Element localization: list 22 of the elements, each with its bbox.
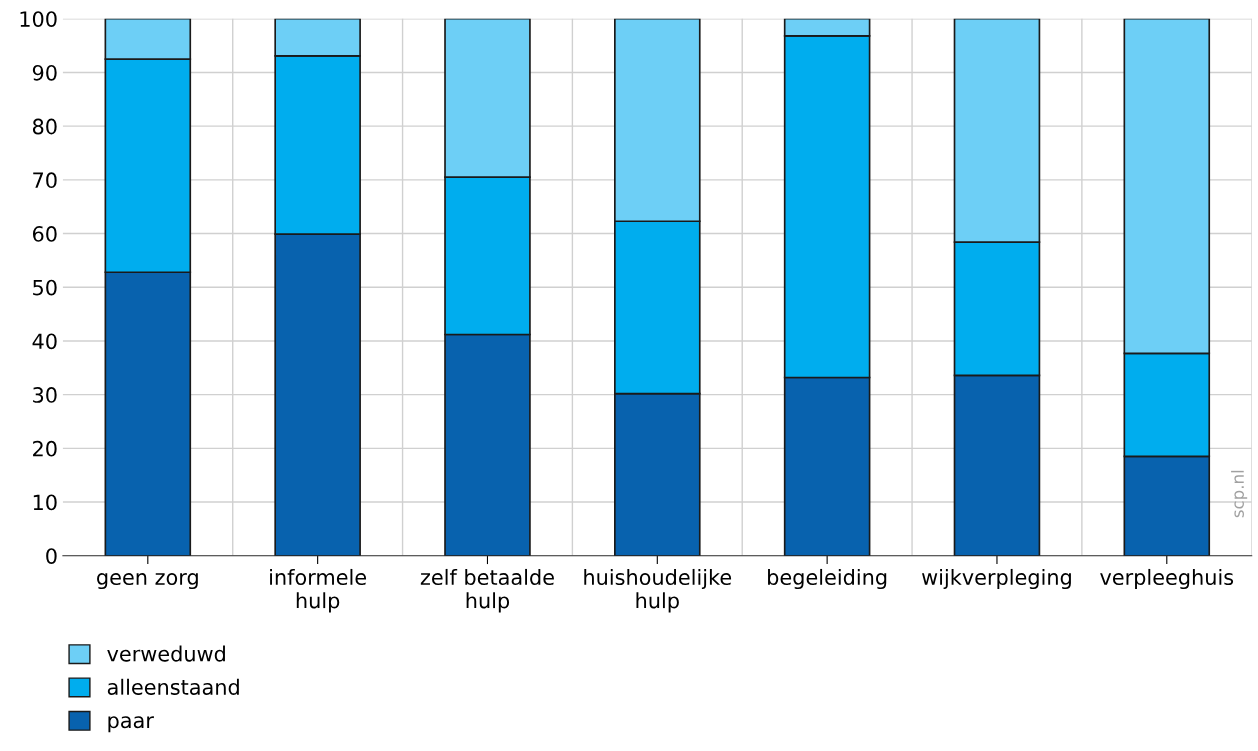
y-tick-label: 10 <box>33 494 57 511</box>
y-tick-label: 40 <box>32 333 57 350</box>
x-tick-label: wijkverpleging <box>922 568 1071 590</box>
x-tick-label: huishoudelijke hulp <box>584 568 732 613</box>
y-tick-label: 80 <box>32 118 57 135</box>
y-tick-label: 30 <box>33 387 57 403</box>
y-tick-label: 20 <box>33 440 57 457</box>
legend-label: alleenstaand <box>107 678 239 695</box>
x-tick-label: zelf betaalde hulp <box>420 568 554 613</box>
legend-label: paar <box>108 716 154 733</box>
y-tick-label: 90 <box>32 64 57 81</box>
y-tick-label: 70 <box>33 172 57 189</box>
annotation: scp.nl <box>1231 470 1248 518</box>
x-tick-label: begeleiding <box>768 568 887 590</box>
x-tick-label: informele hulp <box>270 568 367 613</box>
x-tick-label: geen zorg <box>97 573 198 590</box>
y-tick-label: 50 <box>33 279 57 296</box>
y-tick-label: 0 <box>46 548 57 564</box>
x-tick-label: verpleeghuis <box>1100 568 1234 590</box>
legend-label: verweduwd <box>107 645 225 662</box>
y-tick-label: 60 <box>32 226 57 242</box>
y-tick-label: 100 <box>20 11 57 27</box>
